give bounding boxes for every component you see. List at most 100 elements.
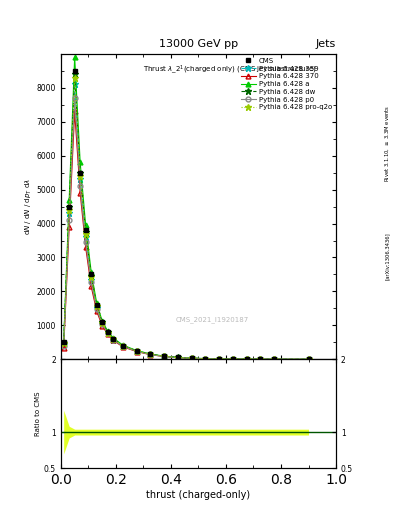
Pythia 6.428 a — [258, 356, 263, 362]
Pythia 6.428 370 — [148, 352, 152, 358]
Pythia 6.428 359 — [61, 340, 66, 346]
Pythia 6.428 p0 — [100, 321, 105, 327]
Pythia 6.428 a — [120, 342, 125, 348]
Pythia 6.428 370 — [272, 356, 277, 362]
CMS — [61, 339, 66, 346]
CMS — [203, 356, 208, 362]
Y-axis label: $\mathrm{d}N$ / $\mathrm{d}N$ / $\mathrm{d}p_T$ $\mathrm{d}\lambda$: $\mathrm{d}N$ / $\mathrm{d}N$ / $\mathrm… — [24, 178, 34, 235]
Pythia 6.428 359 — [230, 356, 235, 362]
Pythia 6.428 a — [111, 335, 116, 341]
Pythia 6.428 359 — [89, 276, 94, 283]
CMS — [78, 169, 83, 176]
CMS — [162, 353, 167, 359]
Pythia 6.428 370 — [61, 346, 66, 352]
Pythia 6.428 359 — [217, 356, 222, 362]
Pythia 6.428 p0 — [78, 183, 83, 189]
CMS — [72, 68, 77, 74]
Pythia 6.428 pro-q2o — [217, 356, 222, 362]
Pythia 6.428 dw — [162, 353, 167, 359]
Pythia 6.428 370 — [72, 109, 77, 115]
Pythia 6.428 dw — [67, 203, 72, 209]
Pythia 6.428 pro-q2o — [175, 354, 180, 360]
Pythia 6.428 a — [244, 356, 249, 362]
Pythia 6.428 dw — [148, 351, 152, 357]
Pythia 6.428 p0 — [120, 344, 125, 350]
Pythia 6.428 370 — [134, 349, 139, 355]
Pythia 6.428 pro-q2o — [148, 351, 152, 357]
Pythia 6.428 a — [306, 356, 311, 362]
Pythia 6.428 a — [89, 269, 94, 275]
X-axis label: thrust (charged-only): thrust (charged-only) — [147, 490, 250, 500]
Pythia 6.428 pro-q2o — [111, 336, 116, 342]
Pythia 6.428 370 — [244, 356, 249, 362]
Pythia 6.428 a — [230, 356, 235, 362]
Pythia 6.428 370 — [83, 244, 88, 250]
Pythia 6.428 370 — [67, 224, 72, 230]
Pythia 6.428 a — [78, 159, 83, 165]
Pythia 6.428 370 — [203, 356, 208, 362]
Pythia 6.428 pro-q2o — [230, 356, 235, 362]
Pythia 6.428 a — [175, 354, 180, 360]
Pythia 6.428 359 — [100, 321, 105, 327]
Pythia 6.428 a — [203, 355, 208, 361]
Pythia 6.428 p0 — [94, 306, 99, 312]
Pythia 6.428 dw — [105, 329, 110, 335]
Pythia 6.428 370 — [175, 355, 180, 361]
Text: Jets: Jets — [316, 38, 336, 49]
Pythia 6.428 370 — [217, 356, 222, 362]
CMS — [94, 302, 99, 308]
Pythia 6.428 pro-q2o — [67, 207, 72, 213]
Pythia 6.428 pro-q2o — [134, 348, 139, 354]
Pythia 6.428 p0 — [272, 356, 277, 362]
Pythia 6.428 a — [61, 338, 66, 345]
Line: CMS: CMS — [61, 68, 311, 362]
Pythia 6.428 p0 — [175, 354, 180, 360]
Pythia 6.428 359 — [105, 330, 110, 336]
Pythia 6.428 a — [94, 300, 99, 306]
Pythia 6.428 p0 — [189, 355, 194, 361]
Pythia 6.428 dw — [120, 343, 125, 349]
Pythia 6.428 a — [83, 222, 88, 228]
Pythia 6.428 pro-q2o — [89, 274, 94, 280]
Pythia 6.428 p0 — [203, 356, 208, 362]
Pythia 6.428 359 — [203, 356, 208, 362]
Pythia 6.428 359 — [120, 343, 125, 349]
Pythia 6.428 370 — [100, 323, 105, 329]
Pythia 6.428 dw — [94, 303, 99, 309]
Pythia 6.428 pro-q2o — [83, 230, 88, 237]
CMS — [111, 336, 116, 342]
Pythia 6.428 370 — [162, 353, 167, 359]
Pythia 6.428 359 — [258, 356, 263, 362]
Pythia 6.428 359 — [189, 355, 194, 361]
Pythia 6.428 p0 — [306, 356, 311, 362]
Pythia 6.428 370 — [230, 356, 235, 362]
Pythia 6.428 dw — [134, 348, 139, 354]
CMS — [258, 356, 263, 362]
Pythia 6.428 a — [272, 356, 277, 362]
Line: Pythia 6.428 pro-q2o: Pythia 6.428 pro-q2o — [61, 74, 312, 362]
Pythia 6.428 p0 — [134, 348, 139, 354]
Pythia 6.428 pro-q2o — [105, 329, 110, 335]
Pythia 6.428 dw — [272, 356, 277, 362]
Text: Rivet 3.1.10, $\geq$ 3.3M events: Rivet 3.1.10, $\geq$ 3.3M events — [383, 105, 391, 182]
CMS — [230, 356, 235, 362]
Pythia 6.428 a — [72, 54, 77, 60]
Pythia 6.428 pro-q2o — [120, 343, 125, 349]
Pythia 6.428 p0 — [148, 351, 152, 357]
Pythia 6.428 dw — [61, 339, 66, 346]
Pythia 6.428 dw — [100, 319, 105, 326]
Pythia 6.428 dw — [244, 356, 249, 362]
Pythia 6.428 a — [100, 318, 105, 324]
Line: Pythia 6.428 359: Pythia 6.428 359 — [61, 81, 312, 362]
Line: Pythia 6.428 p0: Pythia 6.428 p0 — [61, 95, 311, 362]
Line: Pythia 6.428 dw: Pythia 6.428 dw — [61, 71, 312, 362]
Pythia 6.428 pro-q2o — [258, 356, 263, 362]
CMS — [89, 271, 94, 278]
Pythia 6.428 359 — [111, 336, 116, 343]
Pythia 6.428 359 — [306, 356, 311, 362]
Pythia 6.428 pro-q2o — [162, 353, 167, 359]
Pythia 6.428 pro-q2o — [100, 319, 105, 326]
Pythia 6.428 370 — [111, 337, 116, 344]
Pythia 6.428 370 — [306, 356, 311, 362]
Pythia 6.428 pro-q2o — [61, 340, 66, 347]
